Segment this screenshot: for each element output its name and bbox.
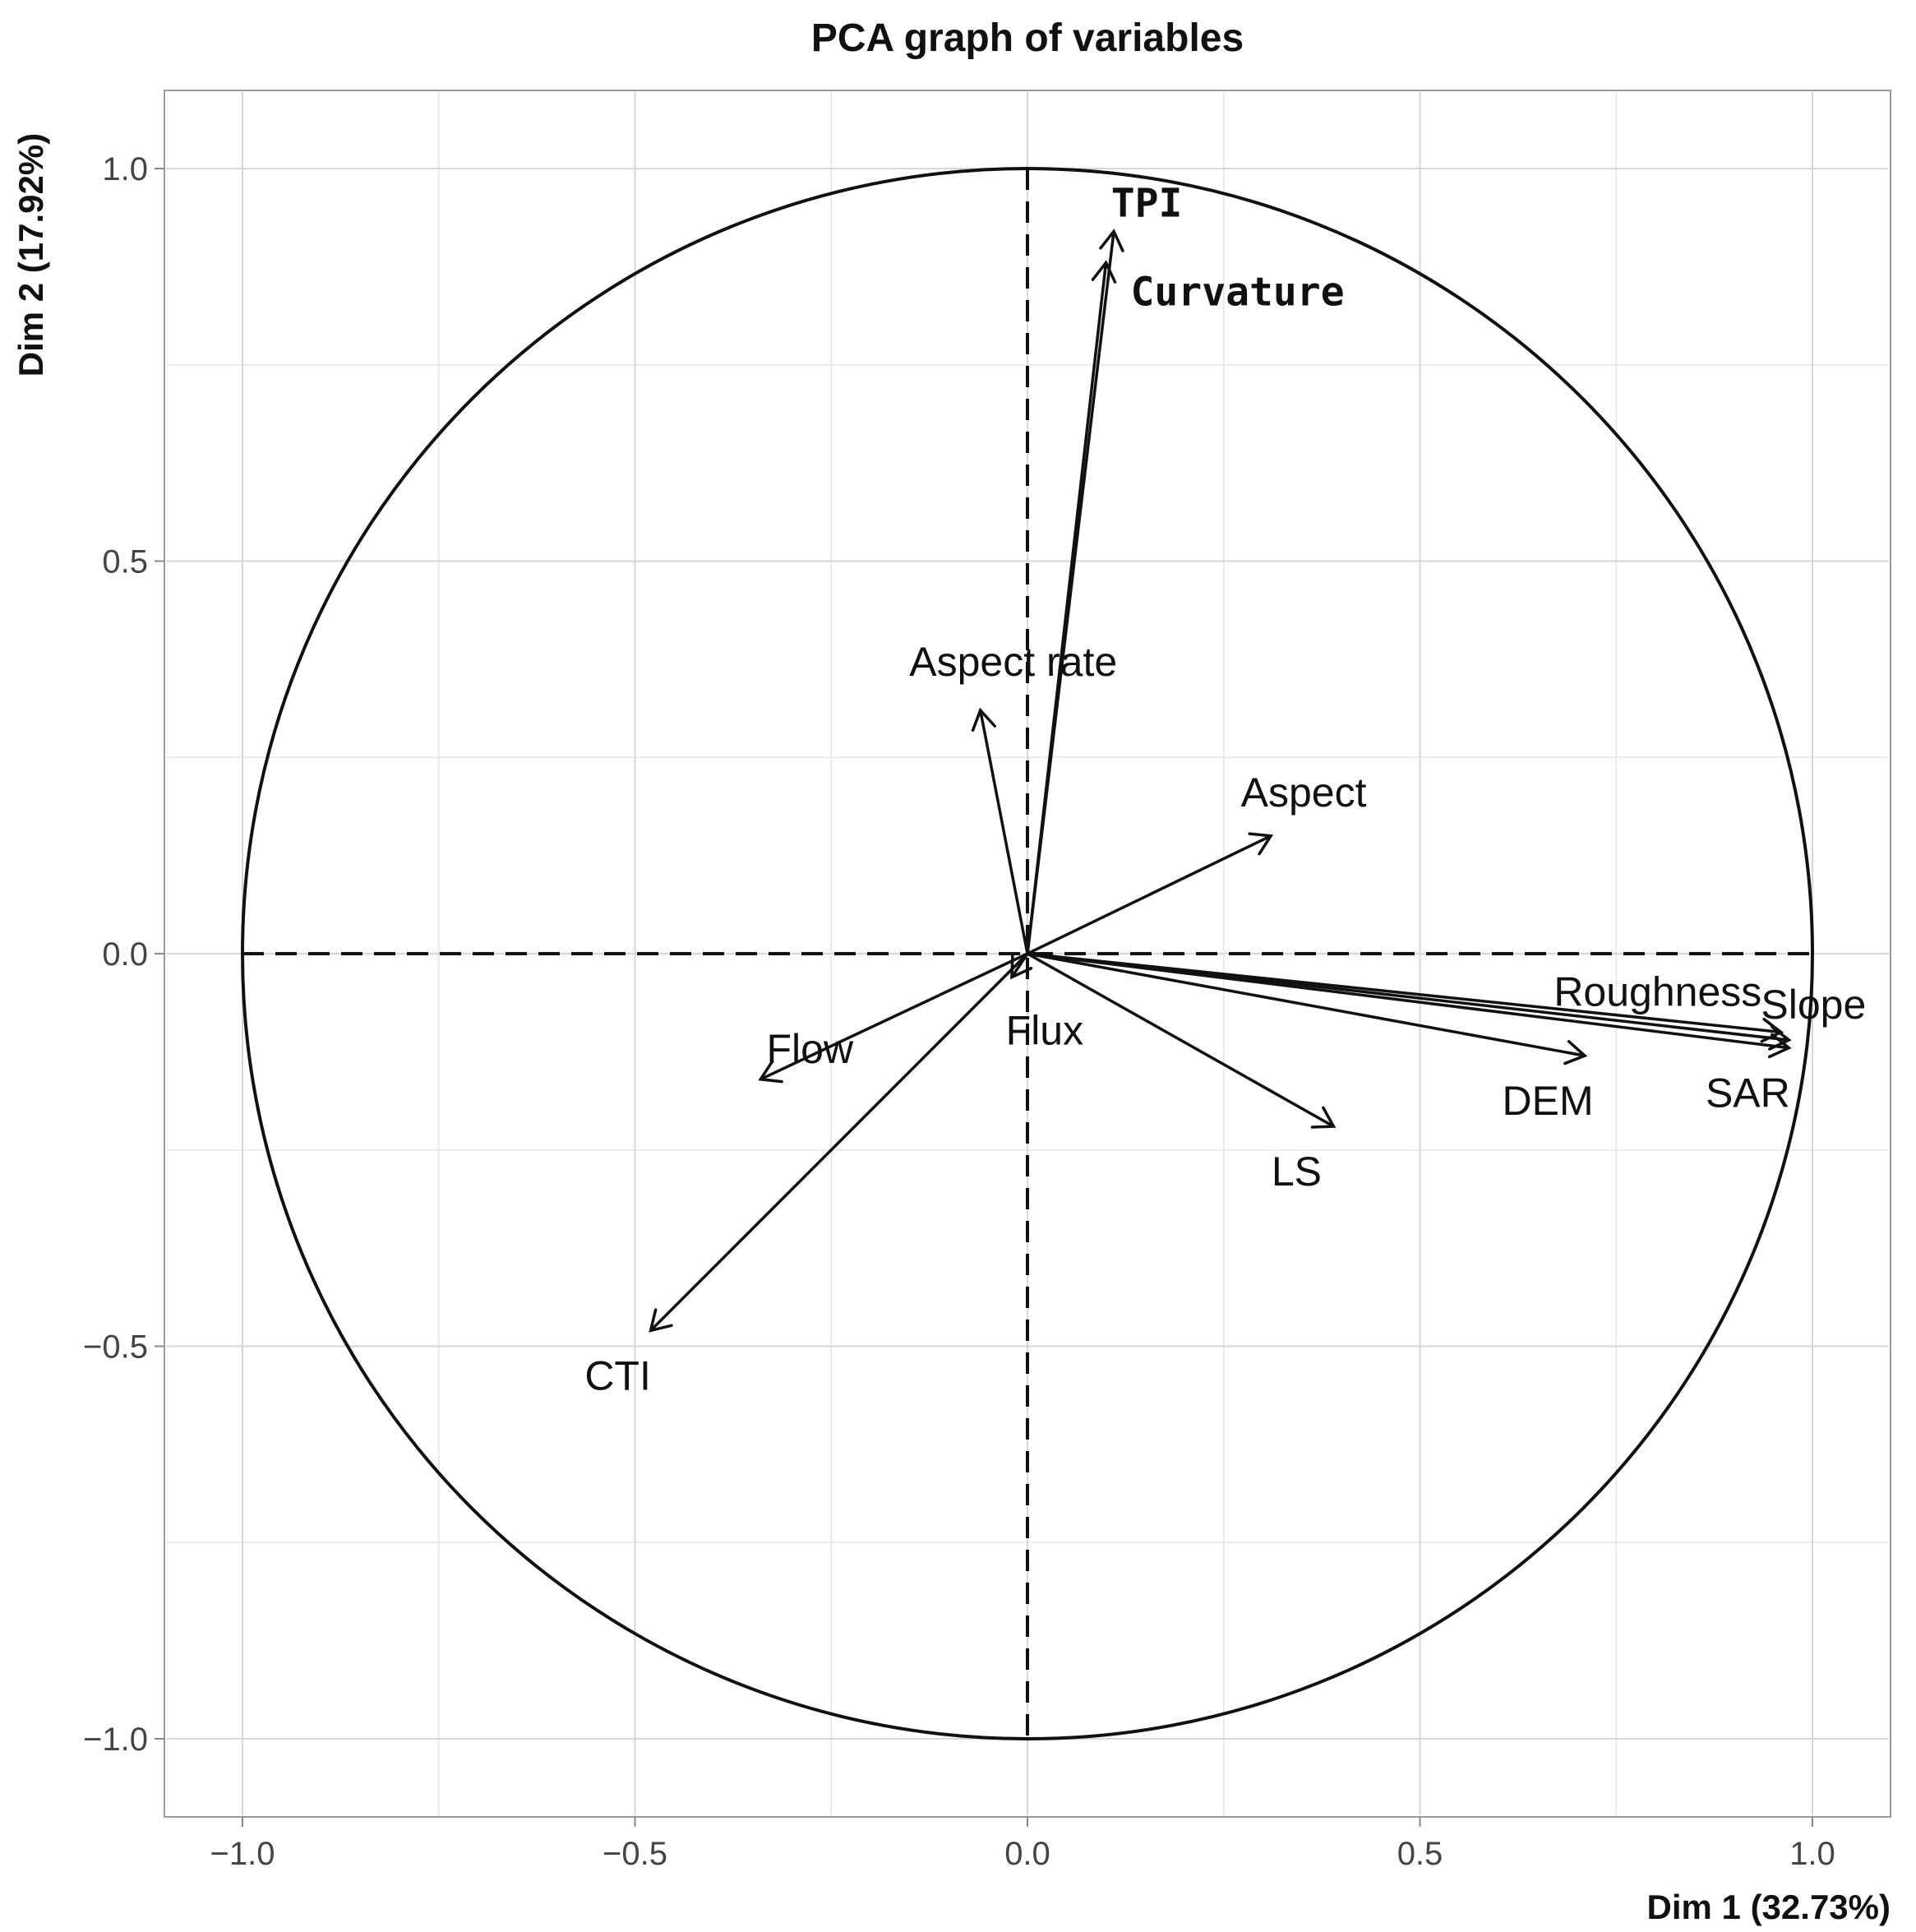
label-cti: CTI — [584, 1352, 651, 1398]
arrowhead-curvature — [1091, 260, 1117, 284]
arrow-curvature — [1026, 262, 1108, 954]
label-sar: SAR — [1706, 1070, 1790, 1116]
label-slope: Slope — [1761, 982, 1866, 1028]
arrow-ls — [1027, 952, 1335, 1128]
arrowhead-cti — [649, 1308, 673, 1333]
arrowhead-tpi — [1099, 229, 1124, 252]
label-flux: Flux — [1006, 1008, 1083, 1054]
y-tick-label: 0.0 — [102, 936, 148, 973]
variable-labels: TPI Curvature Aspect rate Aspect Roughness Sl… — [584, 180, 1866, 1398]
x-tick-label: 0.0 — [1004, 1836, 1050, 1872]
x-tick-label: 0.5 — [1397, 1836, 1443, 1872]
label-aspect: Aspect — [1241, 770, 1367, 816]
label-ls: LS — [1272, 1149, 1322, 1195]
arrow-aspect-rate — [978, 709, 1029, 954]
y-axis-title: Dim 2 (17.92%) — [12, 133, 50, 377]
x-tick-label: 1.0 — [1789, 1836, 1835, 1872]
arrowhead-flow — [758, 1060, 783, 1084]
variable-arrows — [649, 229, 1792, 1333]
x-axis-ticks: −1.0 −0.5 0.0 0.5 1.0 — [210, 1817, 1835, 1872]
label-roughness: Roughness — [1554, 969, 1761, 1015]
arrowhead-aspect — [1248, 832, 1274, 856]
chart-title: PCA graph of variables — [811, 16, 1244, 60]
label-aspect-rate: Aspect rate — [909, 639, 1117, 685]
arrowhead-dem — [1563, 1040, 1588, 1065]
arrow-flow — [759, 952, 1028, 1081]
y-axis-ticks: −1.0 −0.5 0.0 0.5 1.0 — [83, 151, 164, 1758]
arrowhead-flux — [1010, 954, 1033, 980]
arrowhead-sar — [1767, 1033, 1792, 1059]
y-tick-label: 1.0 — [102, 151, 148, 187]
arrow-cti — [649, 952, 1029, 1332]
x-tick-label: −1.0 — [210, 1836, 275, 1872]
y-tick-label: 0.5 — [102, 544, 148, 580]
arrow-dem — [1027, 952, 1586, 1057]
x-axis-title: Dim 1 (32.73%) — [1647, 1888, 1891, 1926]
arrow-sar — [1027, 952, 1789, 1050]
arrow-aspect — [1027, 834, 1272, 955]
label-tpi: TPI — [1111, 180, 1183, 226]
label-dem: DEM — [1502, 1078, 1593, 1124]
y-tick-label: −0.5 — [83, 1329, 148, 1366]
label-curvature: Curvature — [1131, 270, 1345, 316]
y-tick-label: −1.0 — [83, 1722, 148, 1758]
label-flow: Flow — [767, 1026, 854, 1072]
x-tick-label: −0.5 — [603, 1836, 667, 1872]
arrowhead-ls — [1310, 1106, 1337, 1129]
arrowhead-aspect-rate — [971, 707, 997, 733]
